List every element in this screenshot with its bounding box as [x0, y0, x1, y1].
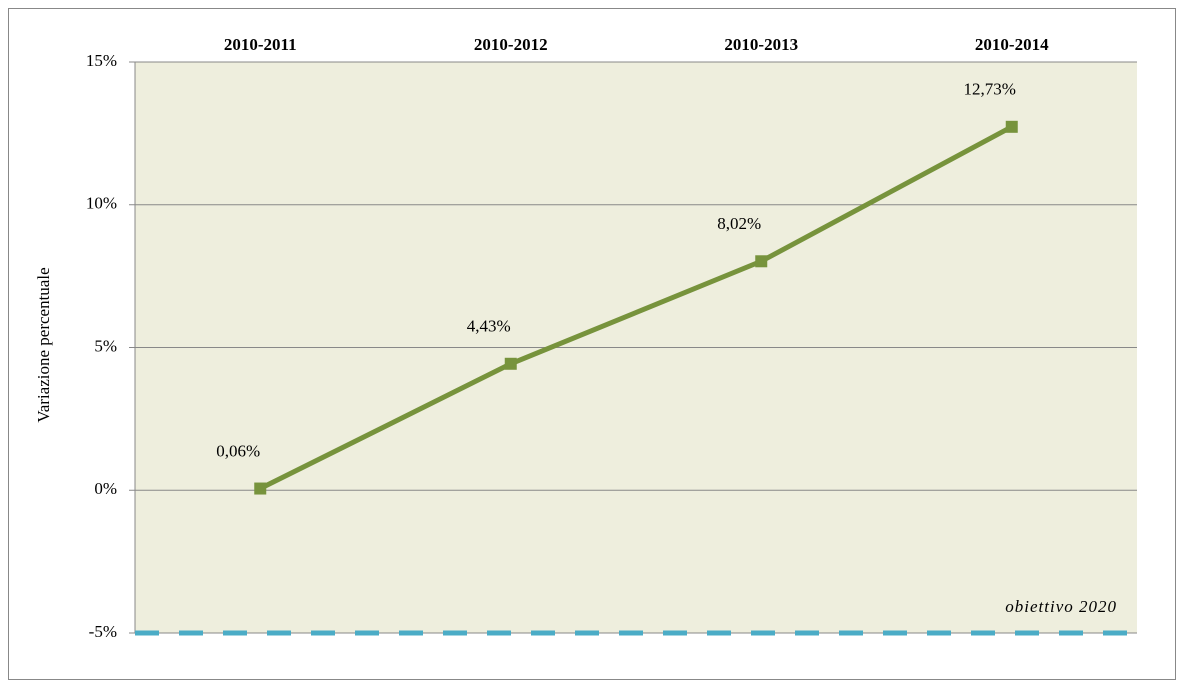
y-tick-label: -5% — [89, 622, 117, 641]
x-tick-label: 2010-2013 — [724, 35, 798, 54]
y-tick-label: 0% — [94, 479, 117, 498]
data-label: 0,06% — [216, 441, 260, 460]
y-tick-label: 10% — [86, 194, 117, 213]
data-label: 12,73% — [964, 80, 1016, 99]
y-axis-label: Variazione percentuale — [34, 267, 53, 422]
y-tick-label: 5% — [94, 336, 117, 355]
data-point — [254, 482, 267, 495]
data-point — [755, 255, 768, 268]
x-tick-label: 2010-2011 — [224, 35, 297, 54]
reference-label: obiettivo 2020 — [1005, 597, 1117, 616]
data-line — [259, 124, 1013, 491]
data-point — [1005, 120, 1018, 133]
data-point — [504, 357, 517, 370]
x-tick-label: 2010-2014 — [975, 35, 1049, 54]
data-label: 4,43% — [467, 317, 511, 336]
x-tick-label: 2010-2012 — [474, 35, 548, 54]
y-tick-label: 15% — [86, 51, 117, 70]
data-label: 8,02% — [717, 214, 761, 233]
